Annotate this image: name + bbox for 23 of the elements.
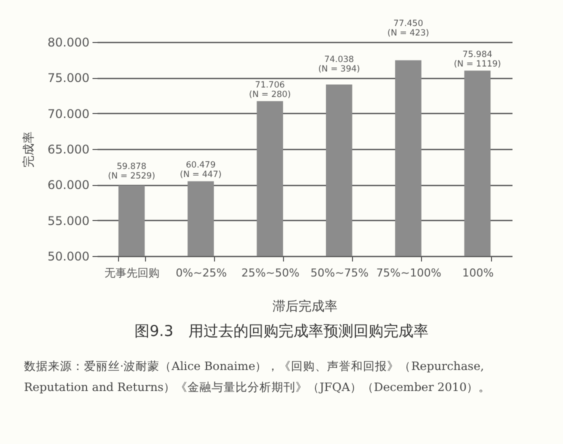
y-tick-label: 70.000: [48, 106, 90, 121]
x-tick-label: 75%~100%: [376, 266, 442, 280]
x-tick-label: 100%: [462, 266, 494, 280]
y-tick-label: 60.000: [48, 178, 90, 192]
data-label: 74.038 (N = 394): [318, 55, 360, 75]
data-label: 60.479 (N = 447): [180, 160, 222, 180]
y-tick-label: 55.000: [48, 214, 90, 228]
y-tick-label: 80.000: [48, 36, 90, 50]
x-tick-label: 50%~75%: [310, 266, 369, 280]
y-tick-label: 75.000: [48, 71, 90, 86]
data-label: 75.984 (N = 1119): [454, 50, 501, 70]
data-label: 59.878 (N = 2529): [108, 162, 156, 182]
data-label: 71.706 (N = 280): [249, 80, 291, 100]
data-label: 77.450 (N = 423): [387, 19, 430, 39]
y-axis-title: 完成率: [22, 132, 36, 168]
x-tick-label: 无事先回购: [104, 266, 160, 280]
y-tick-label: 50.000: [48, 250, 90, 264]
x-axis-title: 滞后完成率: [272, 298, 338, 314]
text: 图9.3 用过去的回购完成率预测回购完成率: [134, 322, 430, 341]
x-tick-label: 25%~50%: [241, 266, 300, 280]
source-note: 数据来源：爱丽丝·波耐蒙（Alice Bonaime），《回购、声誉和回报》（Repurchase, Reputation and Returns）《金融与量比分析期刊》（JFQA）（December 2010）。: [24, 358, 492, 396]
y-tick-label: 65.000: [48, 142, 90, 156]
x-tick-label: 0%~25%: [176, 266, 227, 280]
